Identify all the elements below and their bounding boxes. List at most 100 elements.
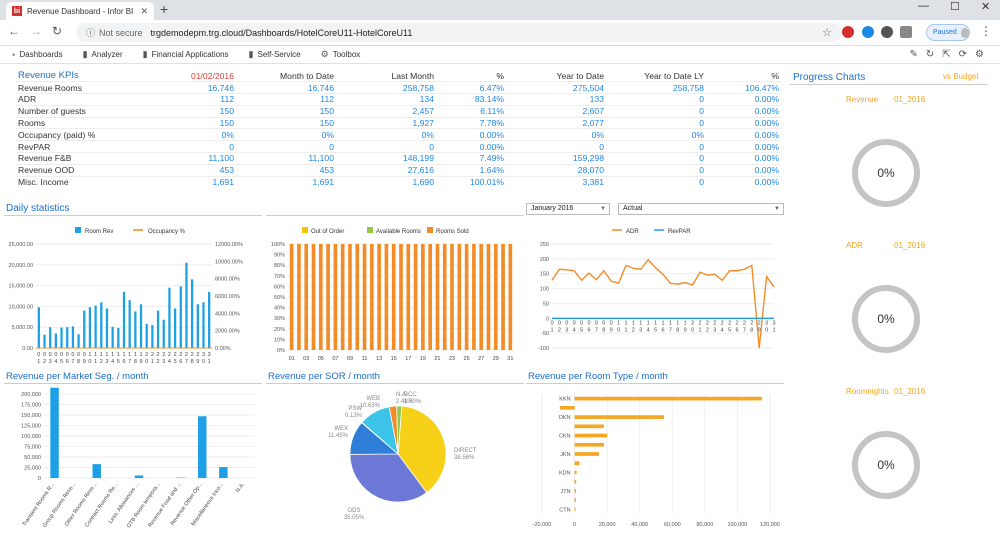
- x-tick-label: 3: [208, 352, 211, 358]
- x-tick-label: 8: [134, 359, 137, 365]
- kpi-cell: 150: [136, 116, 236, 129]
- adblock-extension-icon[interactable]: [842, 26, 854, 38]
- x-tick-label: 120,000: [760, 522, 780, 528]
- pie-slice: [397, 405, 447, 494]
- x-tick-label: 1: [654, 320, 657, 326]
- scenario-select[interactable]: Actual ▼: [618, 203, 784, 215]
- divider: [4, 215, 262, 216]
- menu-analyzer[interactable]: ▮ Analyzer: [83, 49, 123, 60]
- x-tick-label: 2: [196, 352, 199, 358]
- bar: [198, 416, 207, 478]
- bar: [311, 244, 316, 350]
- kpi-header: Month to Date: [280, 70, 334, 81]
- app-menu-bar: ◔ Dashboards ▮ Analyzer ▮ Financial Applica…: [0, 46, 1000, 64]
- y-tick-label: 20,000.00: [9, 263, 33, 269]
- dashboard-icon: ◔: [10, 49, 16, 60]
- bar-chart-icon: ▮: [142, 49, 148, 59]
- x-tick-label: 29: [493, 356, 499, 362]
- gauge-ring: [852, 285, 920, 353]
- x-tick-label: 8: [676, 327, 679, 333]
- close-icon[interactable]: ✕: [140, 5, 148, 16]
- kpi-header: Year to Date: [556, 70, 604, 81]
- bar: [111, 326, 114, 348]
- x-tick-label: 07: [332, 356, 338, 362]
- cloud-extension-icon[interactable]: [862, 26, 874, 38]
- x-tick-label: 4: [168, 359, 171, 365]
- kpi-row-label: Misc. Income: [16, 175, 136, 188]
- y-tick-label: KDN: [559, 470, 571, 476]
- x-tick-label: 17: [405, 356, 411, 362]
- kpi-cell: 0.00%: [706, 175, 781, 188]
- month-select[interactable]: January 2016 ▼: [526, 203, 610, 215]
- legend-swatch: [75, 227, 81, 233]
- bar: [384, 244, 389, 350]
- y-tick-label: 0%: [277, 348, 285, 354]
- y-tick-label: 25,000: [24, 466, 41, 472]
- kpi-cell: 150: [236, 104, 336, 118]
- x-tick-label: 0: [617, 327, 620, 333]
- x-tick-label: 2: [728, 320, 731, 326]
- y2-tick-label: 8000.00%: [215, 277, 240, 283]
- y-tick-label: 40%: [274, 306, 285, 312]
- x-tick-label: 15: [391, 356, 397, 362]
- kpi-cell: 0%: [236, 128, 336, 141]
- x-tick-label: 8: [602, 327, 605, 333]
- bar: [574, 452, 599, 456]
- omnibox[interactable]: ⓘ Not secure trgdemodepm.trg.cloud/Dashb…: [76, 23, 842, 42]
- browser-tab[interactable]: bi Revenue Dashboard - Infor BI Da ✕: [6, 2, 154, 20]
- kpi-cell: 0.00%: [706, 93, 781, 106]
- vs-budget-label[interactable]: vs Budget: [943, 72, 979, 81]
- kpi-cell: 0: [606, 175, 706, 188]
- kpi-cell: 0%: [506, 128, 606, 141]
- kpi-cell: 150: [236, 116, 336, 129]
- menu-financial-applications[interactable]: ▮ Financial Applications: [143, 49, 229, 60]
- menu-self-service[interactable]: ▮ Self-Service: [249, 49, 301, 60]
- puzzle-extension-icon[interactable]: [900, 26, 912, 38]
- bar: [406, 244, 411, 350]
- info-icon[interactable]: ⓘ: [86, 28, 96, 38]
- bar: [574, 470, 577, 475]
- kpi-cell: 16,746: [136, 81, 236, 94]
- kpi-cell: 112: [136, 93, 236, 106]
- menu-toolbox[interactable]: ⚙ Toolbox: [321, 49, 361, 60]
- bar: [162, 319, 165, 348]
- menu-dashboards[interactable]: ◔ Dashboards: [10, 50, 63, 60]
- x-tick-label: 1: [117, 352, 120, 358]
- x-tick-label: 6: [735, 327, 738, 333]
- new-tab-button[interactable]: +: [160, 1, 169, 17]
- slice-label: WEX: [334, 426, 348, 432]
- legend-label: Out of Order: [311, 229, 344, 235]
- kpi-cell: 0%: [606, 128, 706, 141]
- bar: [173, 308, 177, 348]
- window-close-button[interactable]: ✕: [981, 1, 991, 13]
- x-tick-label: 0: [71, 352, 74, 358]
- bar: [435, 244, 440, 350]
- star-icon[interactable]: ☆: [822, 27, 832, 39]
- bar: [100, 302, 103, 348]
- circle-extension-icon[interactable]: [881, 26, 893, 38]
- reload-icon[interactable]: ↻: [52, 24, 63, 38]
- x-tick-label: 4: [54, 359, 57, 365]
- y-tick-label: 200: [540, 257, 549, 263]
- x-tick-label: 0: [43, 352, 46, 358]
- maximize-button[interactable]: ☐: [950, 1, 960, 13]
- kpi-cell: 0: [236, 140, 336, 153]
- x-tick-label: 0: [83, 352, 86, 358]
- tab-title: Revenue Dashboard - Infor BI Da: [27, 6, 137, 16]
- kpi-cell: 0%: [136, 128, 236, 141]
- menu-toolbar-icons[interactable]: ✎↻⇱⟳⚙: [909, 49, 992, 60]
- url-text[interactable]: trgdemodepm.trg.cloud/Dashboards/HotelCo…: [150, 27, 413, 38]
- forward-arrow-icon[interactable]: →: [30, 24, 42, 38]
- back-arrow-icon[interactable]: ←: [8, 24, 20, 38]
- bar: [574, 461, 580, 466]
- kpi-date[interactable]: 01/02/2016: [190, 70, 234, 81]
- kpi-cell: 0.00%: [706, 128, 781, 141]
- bar: [139, 304, 143, 348]
- menu-label: Dashboards: [19, 50, 63, 59]
- profile-paused-button[interactable]: Paused: [926, 24, 970, 41]
- address-bar-row: ← → ↻ ⓘ Not secure trgdemodepm.trg.cloud…: [0, 20, 1000, 46]
- kebab-menu-icon[interactable]: ⋮: [980, 24, 992, 38]
- minimize-button[interactable]: —: [918, 0, 929, 12]
- bar: [362, 244, 367, 350]
